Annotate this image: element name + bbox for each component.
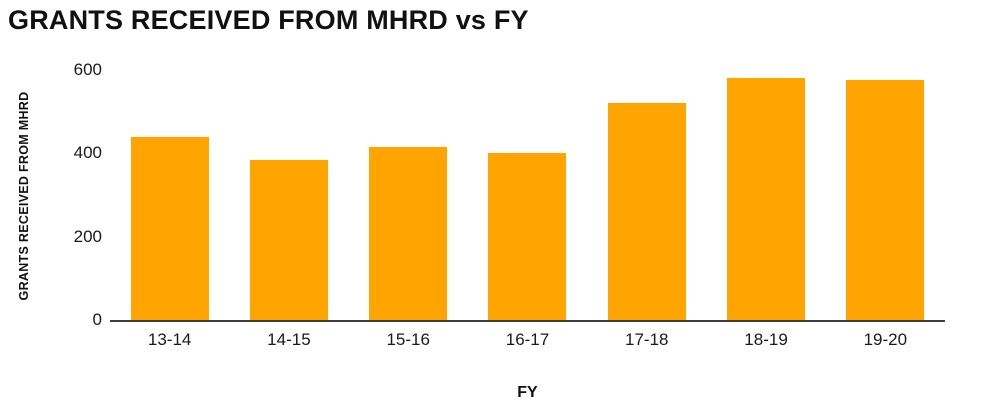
x-tick-label: 15-16 (386, 330, 430, 349)
x-tick-labels: 13-14 14-15 15-16 16-17 17-18 18-19 19-20 (110, 330, 945, 350)
bar-13-14 (130, 136, 209, 320)
y-tick-label: 0 (92, 310, 102, 329)
bar-column (468, 70, 587, 320)
bar-column (349, 70, 468, 320)
bar-18-19 (727, 78, 806, 320)
chart-title: GRANTS RECEIVED FROM MHRD vs FY (8, 5, 529, 35)
x-tick-label: 18-19 (744, 330, 788, 349)
bars (110, 70, 945, 320)
y-tick-label: 600 (73, 60, 102, 79)
bar-column (706, 70, 825, 320)
y-tick-label: 200 (73, 226, 102, 246)
bar-column (826, 70, 945, 320)
x-tick-label: 14-15 (267, 330, 311, 349)
y-axis-title: GRANTS RECEIVED FROM MHRD (17, 91, 31, 301)
bar-16-17 (488, 153, 567, 320)
bar-column (587, 70, 706, 320)
y-ticks: 0 200 400 600 (30, 60, 102, 329)
x-tick-label: 16-17 (505, 330, 550, 349)
x-axis-title: FY (517, 384, 538, 401)
x-tick-label: 13-14 (147, 330, 192, 349)
x-tick-label: 19-20 (863, 330, 908, 349)
bar-15-16 (369, 147, 448, 320)
bar-14-15 (249, 159, 328, 320)
bar-column (110, 70, 229, 320)
y-tick-label: 400 (73, 143, 102, 163)
bar-column (229, 70, 348, 320)
bar-19-20 (846, 80, 925, 320)
x-tick-label: 17-18 (625, 330, 669, 349)
plot-area (110, 70, 945, 322)
bar-17-18 (607, 103, 686, 320)
